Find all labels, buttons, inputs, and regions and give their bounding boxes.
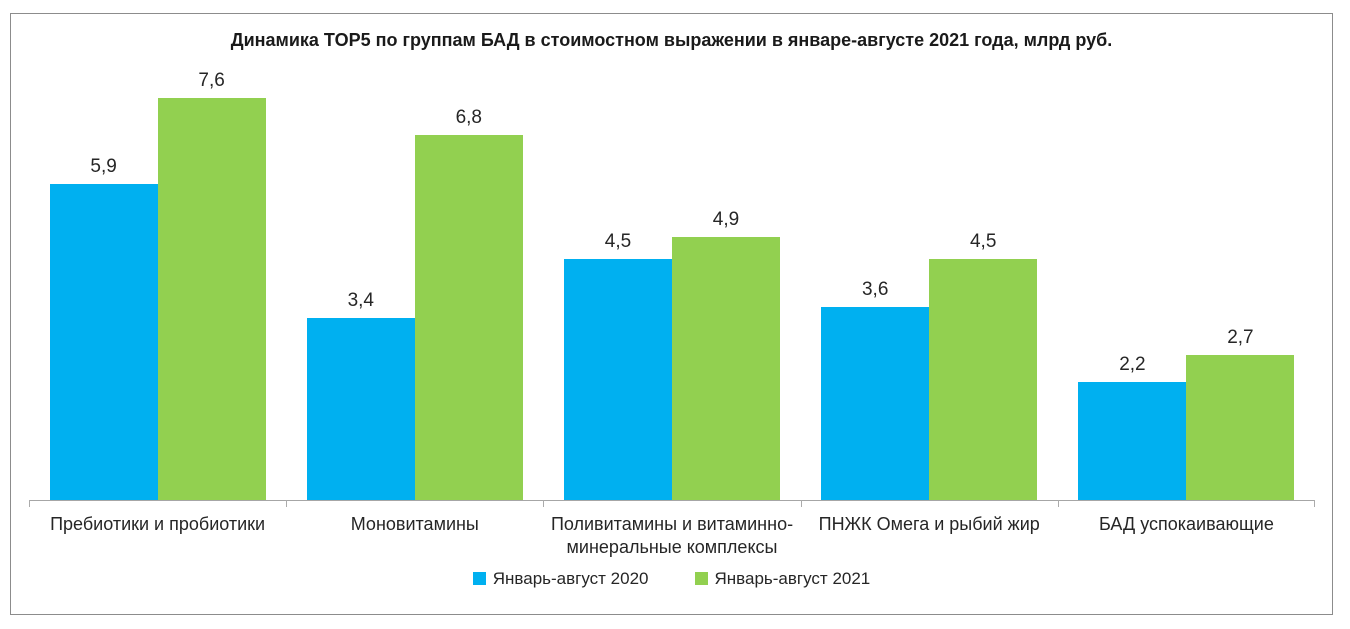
value-label: 6,8 <box>455 107 482 129</box>
bar-series-1 <box>49 183 158 500</box>
x-axis-label: Пребиотики и пробиотики <box>50 514 266 534</box>
bar-series-2 <box>929 258 1038 500</box>
x-axis-label: ПНЖК Омега и рыбий жир <box>818 514 1040 534</box>
value-label: 2,2 <box>1119 354 1146 376</box>
bar-slot: 3,6 <box>821 71 930 500</box>
axis-tick <box>800 500 802 507</box>
bar-slot: 7,6 <box>157 70 266 500</box>
bar-series-2 <box>414 135 523 500</box>
bar-group: 5,9 7,6 <box>29 71 286 500</box>
axis-tick <box>1314 500 1315 507</box>
bar-series-1 <box>1078 382 1187 500</box>
x-axis-label: Поливитамины и витаминно-минеральные ком… <box>550 514 794 557</box>
value-label: 4,9 <box>712 209 740 231</box>
bar-series-1 <box>564 258 672 500</box>
axis-tick <box>286 500 288 507</box>
chart-frame: Динамика TOP5 по группам БАД в стоимостн… <box>10 13 1333 615</box>
value-label: 7,6 <box>198 70 225 91</box>
bar-slot: 3,4 <box>306 71 415 500</box>
bar-group: 2,2 2,7 <box>1058 71 1315 500</box>
chart-title: Динамика TOP5 по группам БАД в стоимостн… <box>230 30 1113 50</box>
value-label: 4,5 <box>604 230 632 252</box>
legend-item: Январь-август 2021 <box>694 569 871 588</box>
bar-slot: 2,7 <box>1186 71 1295 500</box>
bar-series-1 <box>821 306 930 500</box>
axis-tick <box>1057 500 1059 507</box>
value-label: 3,6 <box>861 278 889 300</box>
value-label: 5,9 <box>90 155 117 177</box>
bar-group: 3,6 4,5 <box>801 71 1058 500</box>
value-label: 3,4 <box>347 289 374 311</box>
x-axis-line <box>29 500 1315 507</box>
bar-slot: 6,8 <box>414 71 523 500</box>
legend-label: Январь-август 2021 <box>714 569 871 588</box>
bar-series-2 <box>157 98 266 500</box>
legend-item: Январь-август 2020 <box>472 569 649 588</box>
legend-label: Январь-август 2020 <box>492 569 649 588</box>
legend-swatch <box>472 572 486 585</box>
axis-tick <box>29 500 30 507</box>
axis-tick <box>543 500 545 507</box>
bar-series-1 <box>306 317 415 500</box>
bar-slot: 5,9 <box>49 71 158 500</box>
x-axis-label: Моновитамины <box>350 514 479 534</box>
x-axis-labels: Пребиотики и пробиотики Моновитамины Полив… <box>29 513 1315 559</box>
plot-area: 5,9 7,6 3,4 6,8 4,5 4,9 3,6 4,5 2,2 2,7 <box>29 71 1315 500</box>
bar-slot: 2,2 <box>1078 71 1187 500</box>
legend-swatch <box>694 572 708 585</box>
bar-group: 3,4 6,8 <box>286 71 543 500</box>
value-label: 2,7 <box>1227 327 1254 349</box>
legend: Январь-август 2020 Январь-август 2021 <box>11 570 1332 587</box>
bar-series-2 <box>1186 355 1295 500</box>
bar-slot: 4,5 <box>929 71 1038 500</box>
bar-slot: 4,5 <box>564 71 672 500</box>
bar-group: 4,5 4,9 <box>543 71 800 500</box>
bar-slot: 4,9 <box>672 71 780 500</box>
bar-series-2 <box>672 237 780 500</box>
value-label: 4,5 <box>969 230 997 252</box>
x-axis-label: БАД успокаивающие <box>1098 514 1274 534</box>
